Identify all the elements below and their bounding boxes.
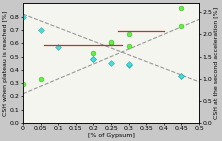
Y-axis label: CSH when plateau is reached [%]: CSH when plateau is reached [%] [4,11,8,116]
Y-axis label: CSH at the second acceleration [%]: CSH at the second acceleration [%] [214,7,218,119]
X-axis label: [% of Gypsum]: [% of Gypsum] [87,133,135,137]
